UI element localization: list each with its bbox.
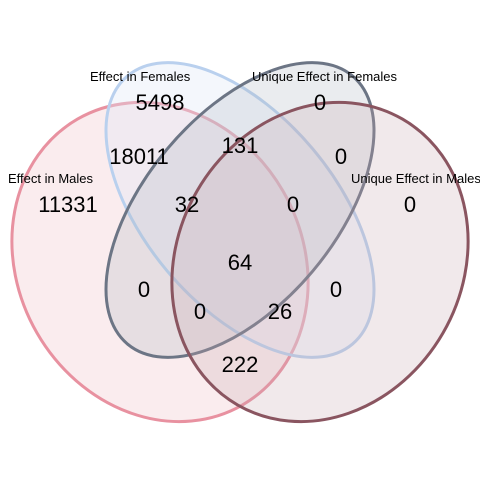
- count-females-uniquemales: 0: [330, 277, 342, 302]
- count-males-females-uniquemales: 26: [268, 299, 292, 324]
- label-unique-effect-in-males: Unique Effect in Males: [351, 171, 480, 186]
- count-males-uniquefemales: 0: [138, 277, 150, 302]
- count-males-females: 18011: [109, 144, 169, 169]
- label-unique-effect-in-females: Unique Effect in Females: [252, 69, 397, 84]
- count-unique-females-only: 0: [314, 90, 326, 115]
- label-effect-in-males: Effect in Males: [8, 171, 94, 186]
- count-females-uniquefemales: 131: [222, 133, 259, 158]
- count-unique-males-only: 0: [404, 192, 416, 217]
- count-all-four: 64: [228, 250, 252, 275]
- count-males-uniquefemales-uniquemales: 0: [194, 299, 206, 324]
- label-effect-in-females: Effect in Females: [90, 69, 191, 84]
- ellipse-effect-in-females: [104, 61, 376, 359]
- count-males-uniquemales: 222: [222, 352, 259, 377]
- count-males-females-uniquefemales: 32: [175, 192, 199, 217]
- count-females-only: 5498: [136, 90, 185, 115]
- ellipse-unique-effect-in-males: [170, 100, 470, 424]
- count-males-only: 11331: [38, 192, 98, 217]
- count-females-uniquefemales-uniquemales: 0: [287, 192, 299, 217]
- count-uniquefemales-uniquemales: 0: [335, 144, 347, 169]
